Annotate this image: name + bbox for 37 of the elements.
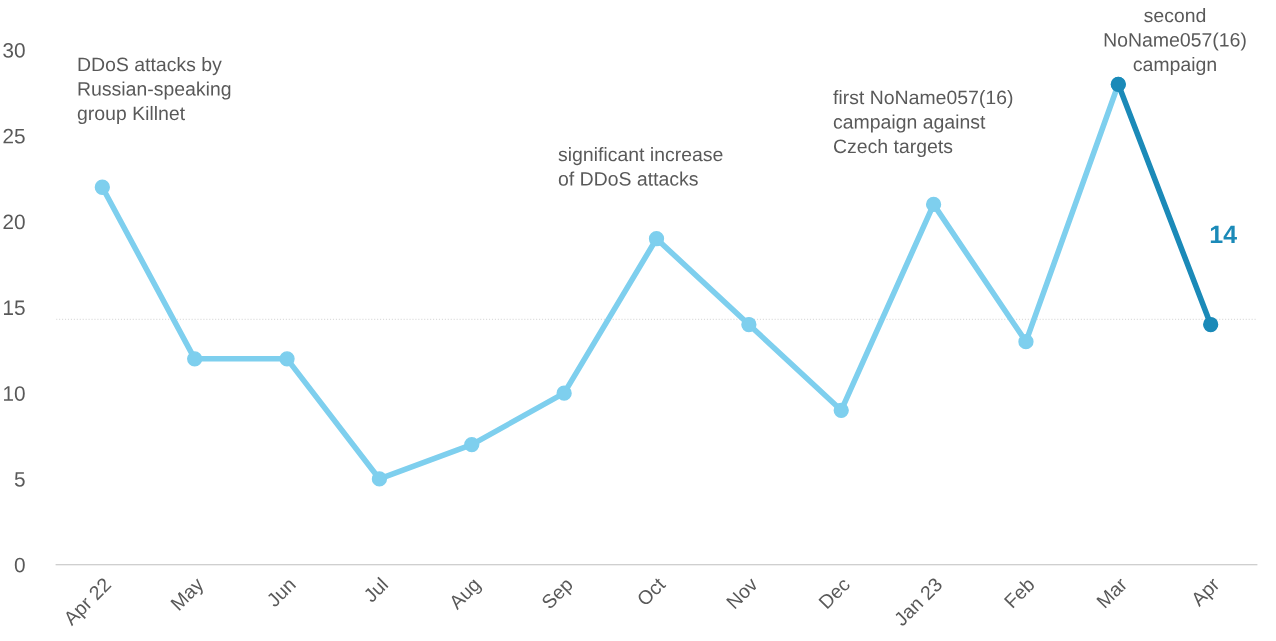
- y-tick-label: 20: [3, 214, 25, 230]
- point: [464, 436, 480, 453]
- x-tick-label: Nov: [726, 576, 759, 610]
- point: [94, 179, 110, 195]
- point: [1018, 334, 1034, 350]
- annotation: significant increase of DDoS attacks: [558, 147, 723, 186]
- annotation: DDoS attacks by Russian-speaking group Killnet: [77, 57, 231, 125]
- annotation: second NoName057(16) campaign: [1104, 8, 1246, 76]
- x-tick-label: Mar: [1096, 576, 1129, 609]
- x-tick-label: Aug: [447, 577, 484, 614]
- point: [833, 402, 849, 418]
- x-tick-label: Oct: [636, 576, 667, 607]
- point: [925, 196, 942, 213]
- x-tick-label: Dec: [818, 576, 851, 610]
- point: [187, 351, 203, 367]
- point: [556, 385, 572, 401]
- y-tick-label: 5: [14, 472, 25, 487]
- x-tick-label: Jan 23: [892, 576, 944, 627]
- point: [741, 316, 757, 333]
- y-tick-label: 10: [4, 386, 25, 401]
- point: [371, 471, 388, 487]
- y-tick-label: 0: [14, 557, 25, 573]
- x-tick-label: Apr: [1189, 576, 1224, 611]
- x-tick-label: Feb: [1003, 576, 1036, 609]
- y-tick-label: 25: [3, 128, 25, 144]
- x-tick-label: Jul: [362, 576, 389, 604]
- point: [279, 351, 295, 367]
- data-label: 14: [1210, 225, 1237, 243]
- x-tick-label: Sep: [540, 576, 577, 613]
- y-tick-label: 15: [4, 300, 25, 316]
- x-tick-label: May: [170, 576, 208, 614]
- annotation: first NoName057(16) campaign against Czech targets: [833, 90, 1013, 158]
- x-tick-label: Jun: [265, 577, 297, 608]
- x-tick-label: Apr 22: [62, 576, 115, 630]
- point: [648, 231, 665, 247]
- point: [1203, 316, 1219, 333]
- y-tick-label: 30: [3, 43, 25, 58]
